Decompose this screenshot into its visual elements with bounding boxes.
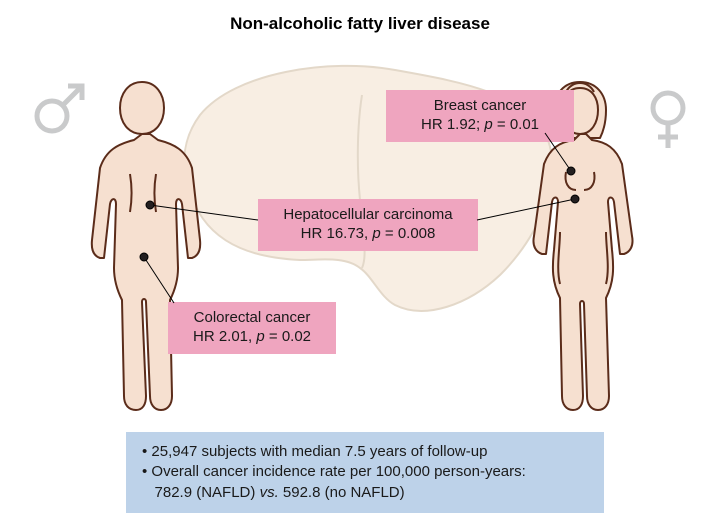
footer-line-2a: • Overall cancer incidence rate per 100,…: [142, 462, 588, 482]
callout-breast-label: Breast cancer: [434, 97, 527, 114]
male-body: [92, 82, 200, 410]
callout-breast: Breast cancer HR 1.92; p = 0.01: [386, 90, 574, 142]
page-title: Non-alcoholic fatty liver disease: [0, 14, 720, 34]
footer-line-2b: 782.9 (NAFLD) vs. 592.8 (no NAFLD): [142, 483, 588, 503]
callout-colorectal-stats: HR 2.01, p = 0.02: [193, 328, 311, 345]
callout-hcc-stats: HR 16.73, p = 0.008: [301, 225, 436, 242]
callout-hcc: Hepatocellular carcinoma HR 16.73, p = 0…: [258, 199, 478, 251]
footer-line-1: • 25,947 subjects with median 7.5 years …: [142, 442, 588, 462]
infographic-stage: Non-alcoholic fatty liver disease Breast…: [0, 0, 720, 517]
callout-hcc-label: Hepatocellular carcinoma: [283, 206, 452, 223]
callout-colorectal: Colorectal cancer HR 2.01, p = 0.02: [168, 302, 336, 354]
male-symbol: [37, 86, 82, 131]
callout-colorectal-label: Colorectal cancer: [194, 309, 311, 326]
callout-breast-stats: HR 1.92; p = 0.01: [421, 116, 539, 133]
footer-box: • 25,947 subjects with median 7.5 years …: [126, 432, 604, 513]
female-symbol: [653, 93, 683, 148]
